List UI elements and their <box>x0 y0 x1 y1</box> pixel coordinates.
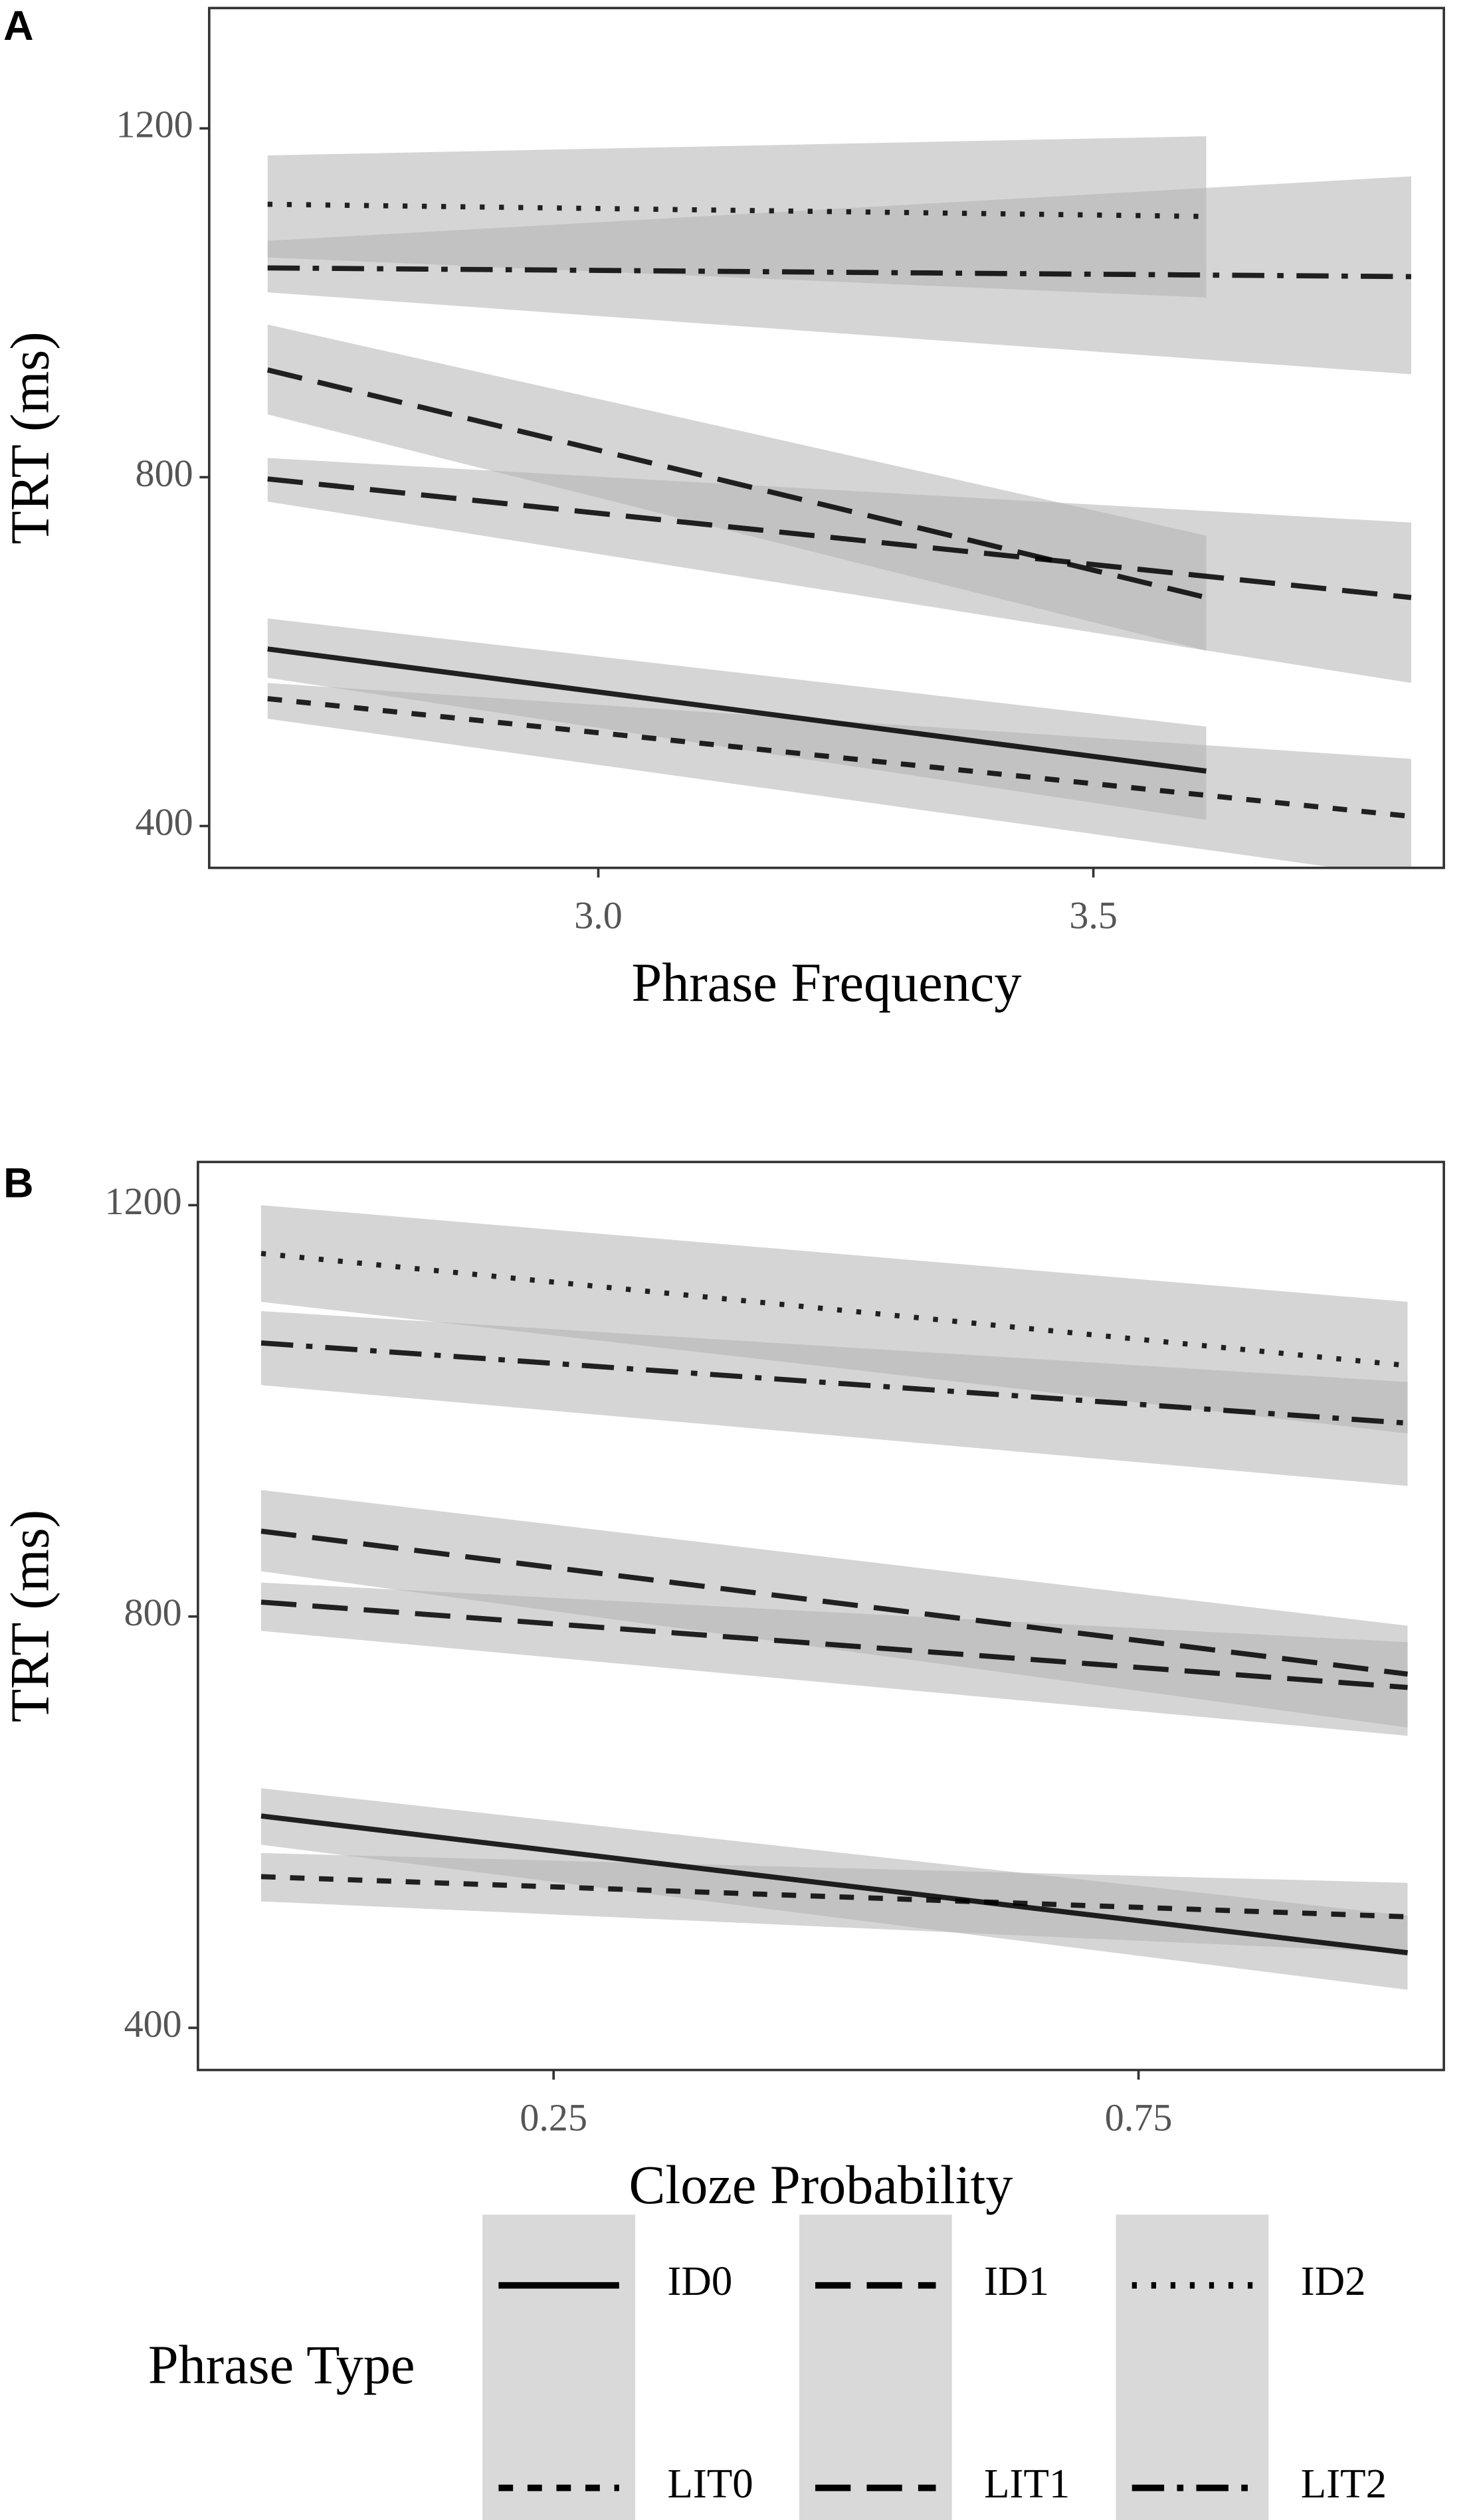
y-tick-label: 400 <box>136 800 193 844</box>
series-line <box>260 1813 1409 1955</box>
series-line <box>267 201 1207 219</box>
x-tick-label: 3.5 <box>1069 893 1118 937</box>
series-line <box>267 696 1412 819</box>
legend-label: ID0 <box>667 2258 732 2304</box>
y-tick-label: 800 <box>124 1591 182 1634</box>
legend-key-bg <box>799 2214 952 2520</box>
legend-label: LIT0 <box>667 2460 753 2507</box>
legend-key-bg <box>482 2214 636 2520</box>
x-axis-title: Cloze Probability <box>629 2155 1013 2215</box>
series-line <box>260 1528 1409 1677</box>
x-tick-label: 3.0 <box>574 893 623 937</box>
confidence-band <box>261 1852 1408 1953</box>
legend-label: ID1 <box>984 2258 1049 2304</box>
x-tick-label: 0.25 <box>520 2096 587 2139</box>
legend-title: Phrase Type <box>148 2335 415 2395</box>
x-tick-label: 0.75 <box>1105 2096 1173 2139</box>
panel-label: A <box>3 3 33 49</box>
confidence-band <box>267 683 1411 868</box>
series-line <box>267 476 1412 600</box>
y-tick-label: 1200 <box>105 1180 182 1223</box>
y-axis-title: TRT (ms) <box>0 331 60 544</box>
confidence-band <box>267 176 1411 375</box>
legend-label: ID2 <box>1301 2258 1366 2304</box>
legend-label: LIT2 <box>1301 2460 1387 2507</box>
plot-border <box>208 7 1445 869</box>
legend-key-bg <box>1116 2214 1269 2520</box>
y-tick-label: 1200 <box>116 103 193 146</box>
y-axis-title: TRT (ms) <box>0 1510 60 1722</box>
panel-label: B <box>3 1160 33 1206</box>
legend-label: LIT1 <box>984 2460 1070 2507</box>
confidence-band <box>261 1310 1408 1486</box>
series-line <box>260 1599 1408 1690</box>
x-axis-title: Phrase Frequency <box>631 952 1021 1013</box>
confidence-band <box>267 458 1411 683</box>
y-tick-label: 800 <box>136 452 193 495</box>
y-tick-label: 400 <box>124 2002 182 2045</box>
series-line <box>267 646 1207 774</box>
series-line <box>260 1874 1408 1920</box>
